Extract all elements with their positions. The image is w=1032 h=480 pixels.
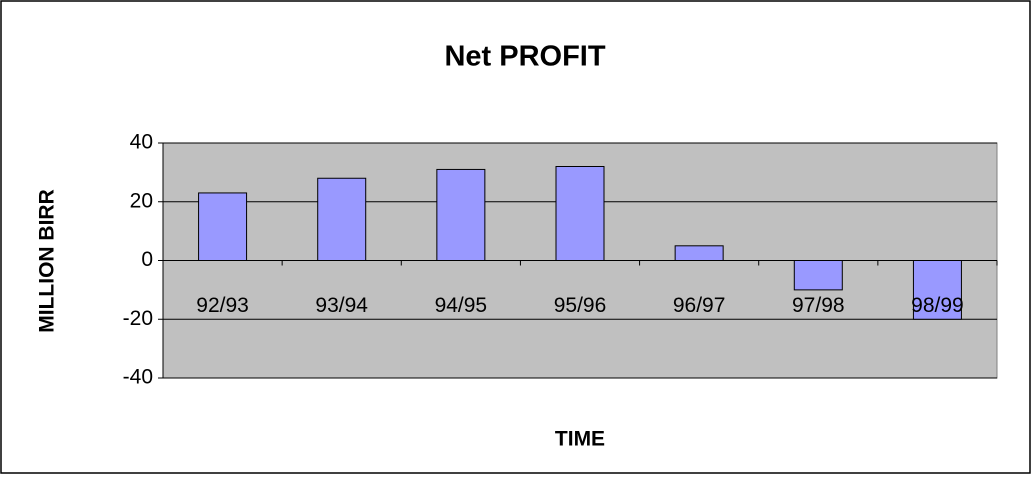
x-tick-label: 96/97 [673, 294, 726, 317]
bar [436, 168, 486, 261]
y-tick-label: 20 [130, 189, 153, 212]
bar [912, 260, 962, 320]
x-axis-label: TIME [555, 428, 605, 451]
y-tick-label: 0 [141, 248, 153, 271]
y-tick-label: -20 [123, 307, 153, 330]
y-tick-label: -40 [123, 366, 153, 389]
x-tick-label: 93/94 [315, 294, 368, 317]
bar [317, 177, 367, 261]
x-tick-label: 95/96 [554, 294, 607, 317]
bar [198, 192, 248, 261]
x-tick-label: 98/99 [911, 294, 964, 317]
chart-title: Net PROFIT [444, 41, 605, 73]
x-tick-label: 97/98 [792, 294, 845, 317]
x-tick-label: 92/93 [196, 294, 249, 317]
bar [674, 245, 724, 261]
bar [555, 166, 605, 261]
bar [793, 260, 843, 291]
x-tick-label: 94/95 [435, 294, 488, 317]
y-axis-label: MILLION BIRR [36, 189, 59, 332]
y-tick-label: 40 [130, 131, 153, 154]
